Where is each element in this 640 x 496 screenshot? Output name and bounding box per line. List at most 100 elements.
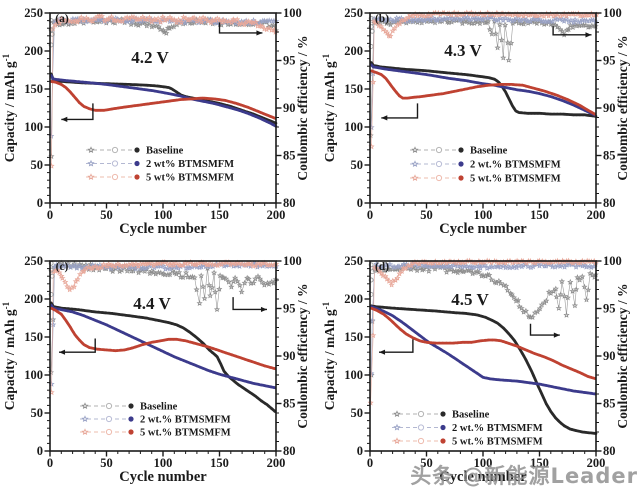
svg-text:200: 200 [587, 208, 606, 222]
panel-letter: (a) [55, 13, 69, 25]
subplot-d: 0 50 100 150 200 0 50 100 150 200 250 80 85 90 95 100 Ca… [320, 248, 640, 496]
svg-text:200: 200 [24, 44, 43, 58]
legend-star-marker [393, 423, 401, 431]
capacity-markers-0 [369, 304, 598, 435]
x-axis-label: Cycle number [439, 469, 527, 485]
legend-label: Baseline [452, 410, 490, 421]
svg-text:200: 200 [24, 292, 43, 306]
svg-text:95: 95 [603, 302, 616, 316]
svg-text:100: 100 [344, 120, 363, 134]
svg-text:0: 0 [37, 196, 43, 210]
subplot-b: 0 50 100 150 200 0 50 100 150 200 250 80 85 90 95 100 Ca… [320, 0, 640, 248]
svg-text:90: 90 [603, 349, 616, 363]
voltage-label: 4.4 V [133, 294, 171, 313]
svg-text:0: 0 [357, 196, 363, 210]
capacity-markers-1 [369, 63, 596, 117]
legend-label: 2 wt.% BTMSMFM [470, 160, 561, 171]
svg-text:95: 95 [603, 54, 616, 68]
legend-item-2: 5 wt.% BTMSMFM [410, 174, 561, 185]
y-axis-label-left: Capacity / mAh g-1 [321, 53, 337, 162]
svg-text:100: 100 [474, 456, 493, 470]
svg-text:100: 100 [283, 254, 302, 268]
panel-letter: (c) [56, 261, 69, 273]
legend-dot-marker [134, 160, 140, 167]
legend-circle-marker [105, 428, 113, 436]
legend-circle-marker [111, 173, 119, 181]
legend-item-2: 5 wt% BTMSMFM [86, 173, 234, 184]
svg-text:85: 85 [283, 397, 296, 411]
efficiency-markers-2 [48, 258, 280, 396]
svg-text:0: 0 [37, 444, 43, 458]
legend-star-marker [81, 402, 89, 410]
legend-label: 5 wt.% BTMSMFM [470, 174, 561, 185]
legend-label: 5 wt.% BTMSMFM [452, 437, 543, 448]
y-axis-label-right: Coulombic efficiency / % [295, 283, 310, 428]
svg-text:100: 100 [154, 208, 173, 222]
svg-text:200: 200 [267, 208, 286, 222]
legend-dot-marker [128, 403, 134, 409]
legend-dot-marker [134, 174, 140, 180]
efficiency-markers-2 [48, 12, 279, 169]
left-axis-arrow [379, 339, 414, 353]
svg-text:95: 95 [283, 302, 296, 316]
efficiency-series [48, 12, 280, 169]
legend-item-1: 2 wt.% BTMSMFM [80, 415, 231, 426]
svg-text:200: 200 [267, 456, 286, 470]
svg-text:0: 0 [47, 208, 53, 222]
capacity-series [369, 304, 598, 435]
svg-text:90: 90 [603, 101, 616, 115]
legend-label: Baseline [140, 402, 178, 413]
legend: Baseline 2 wt.% BTMSMFM 5 wt.% BTMSMFM [392, 410, 543, 448]
legend-label: 2 wt.% BTMSMFM [140, 415, 231, 426]
legend-circle-marker [417, 437, 425, 445]
svg-text:100: 100 [154, 456, 173, 470]
legend-star-marker [87, 173, 95, 181]
capacity-series [369, 61, 598, 118]
legend-label: 5 wt.% BTMSMFM [140, 428, 231, 439]
subplot-c: 0 50 100 150 200 0 50 100 150 200 250 80 85 90 95 100 Ca… [0, 248, 320, 496]
subplot-d-svg: 0 50 100 150 200 0 50 100 150 200 250 80 85 90 95 100 Ca… [320, 248, 640, 496]
efficiency-markers-2 [368, 9, 600, 150]
svg-text:50: 50 [420, 208, 433, 222]
legend-circle-marker [111, 146, 119, 154]
legend-label: 2 wt.% BTMSMFM [452, 423, 543, 434]
subplot-a: 0 50 100 150 200 0 50 100 150 200 250 80 85 90 95 100 Ca… [0, 0, 320, 248]
legend-circle-marker [111, 160, 119, 167]
legend-dot-marker [440, 424, 446, 431]
subplot-a-svg: 0 50 100 150 200 0 50 100 150 200 250 80 85 90 95 100 Ca… [0, 0, 320, 248]
svg-text:50: 50 [351, 406, 364, 420]
svg-text:250: 250 [344, 254, 363, 268]
x-axis-label: Cycle number [119, 221, 207, 237]
x-axis-label: Cycle number [119, 469, 207, 485]
capacity-markers-2 [369, 306, 596, 380]
axes: 0 50 100 150 200 0 50 100 150 200 250 80 85 90 95 100 Ca… [321, 254, 630, 485]
legend-dot-marker [128, 416, 134, 422]
legend-label: 2 wt% BTMSMFM [146, 159, 234, 170]
y-axis-label-right: Coulombic efficiency / % [295, 35, 310, 180]
legend-star-marker [81, 415, 89, 423]
svg-text:80: 80 [603, 196, 616, 210]
subplot-b-svg: 0 50 100 150 200 0 50 100 150 200 250 80 85 90 95 100 Ca… [320, 0, 640, 248]
capacity-series [49, 301, 277, 414]
legend-item-0: Baseline [410, 146, 508, 157]
capacity-markers-2 [49, 80, 276, 120]
svg-text:80: 80 [283, 444, 296, 458]
annotations: (a) 4.2 V [55, 13, 263, 122]
svg-text:50: 50 [420, 456, 433, 470]
svg-text:100: 100 [24, 368, 43, 382]
svg-text:150: 150 [344, 330, 363, 344]
efficiency-series [367, 9, 600, 150]
y-axis-label-right: Coulombic efficiency / % [615, 35, 630, 180]
efficiency-series [47, 258, 280, 396]
svg-text:200: 200 [587, 456, 606, 470]
legend-dot-marker [440, 411, 446, 417]
right-axis-arrow [232, 297, 267, 311]
legend-item-0: Baseline [86, 146, 184, 157]
axes: 0 50 100 150 200 0 50 100 150 200 250 80 85 90 95 100 Ca… [1, 254, 310, 485]
legend-circle-marker [435, 160, 443, 168]
capacity-series [49, 72, 278, 128]
annotations: (d) 4.5 V [375, 261, 560, 355]
voltage-label: 4.2 V [131, 48, 169, 67]
left-axis-arrow [59, 338, 96, 353]
